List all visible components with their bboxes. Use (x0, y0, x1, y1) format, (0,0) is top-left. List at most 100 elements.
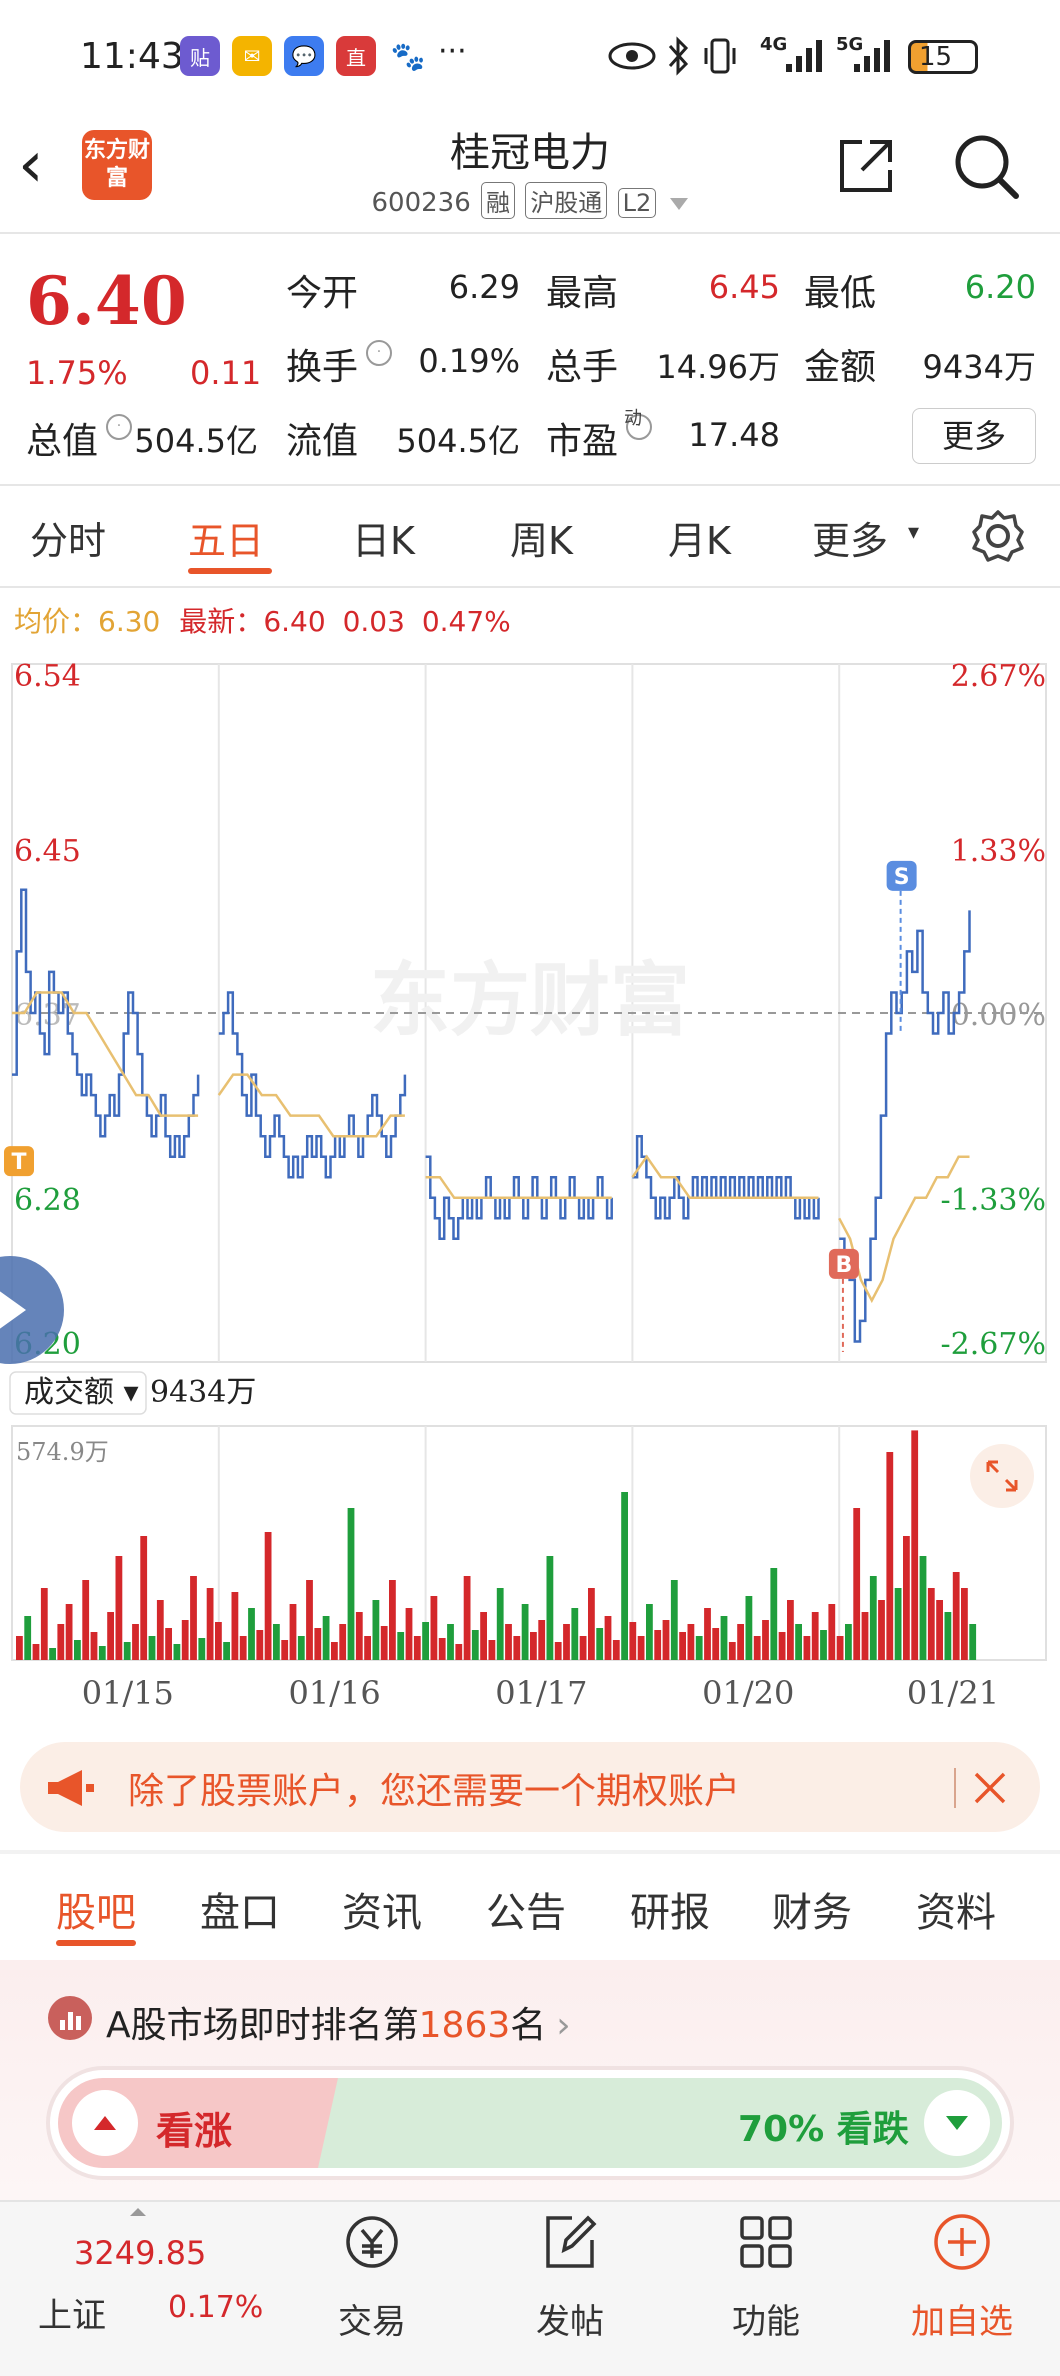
signal-4g-icon (786, 40, 822, 72)
quote-label: 今开 (286, 273, 359, 314)
close-icon[interactable] (972, 1770, 1008, 1806)
section-tab[interactable]: 盘口 (200, 1890, 280, 1936)
chevron-down-icon[interactable]: ▾ (908, 520, 920, 545)
pe-dynamic-sup: 动 (624, 408, 642, 429)
vote-down-button[interactable] (924, 2090, 990, 2156)
settings-gear-icon[interactable] (970, 508, 1026, 564)
volume-bar (538, 1620, 546, 1660)
search-icon[interactable] (950, 130, 1022, 202)
price-line (839, 910, 971, 1343)
chart-tab[interactable]: 日K (352, 519, 415, 563)
chart-tab[interactable]: 分时 (30, 519, 107, 563)
chevron-up-icon[interactable] (128, 2206, 148, 2218)
status-bar: 11:43 贴 ✉ 💬 直 🐾 ··· 4G 5G 15 (0, 0, 1060, 118)
volume-bar (712, 1628, 720, 1660)
section-tab[interactable]: 财务 (772, 1890, 852, 1936)
latest-percent: 0.47% (421, 605, 511, 638)
info-circle-icon[interactable]: · (626, 414, 652, 440)
index-value[interactable]: 3249.85 (74, 2234, 207, 2272)
volume-bar (322, 1616, 330, 1660)
section-tab[interactable]: 股吧 (56, 1890, 136, 1936)
nav-add-watchlist[interactable]: 加自选 (911, 2302, 1013, 2342)
back-button[interactable]: ‹ (18, 128, 44, 202)
chart-tab[interactable]: 更多 (812, 519, 889, 563)
index-percent[interactable]: 0.17% (168, 2290, 264, 2325)
banner-text: 除了股票账户，您还需要一个期权账户 (128, 1771, 741, 1812)
volume-bar (339, 1624, 347, 1660)
functions-grid-icon[interactable] (734, 2210, 798, 2274)
chart-tab[interactable]: 月K (668, 519, 731, 563)
section-tab[interactable]: 资料 (916, 1890, 996, 1936)
avg-price-label: 均价 (14, 605, 71, 638)
volume-bar (762, 1620, 769, 1660)
section-tab[interactable]: 研报 (630, 1890, 710, 1936)
index-name[interactable]: 上证 (38, 2296, 106, 2336)
volume-total: 9434万 (150, 1375, 256, 1410)
volume-bar (496, 1588, 504, 1660)
nav-trade[interactable]: 交易 (338, 2302, 406, 2342)
quote-value: 9434万 (922, 348, 1036, 386)
y-tick-left: 6.37 (14, 998, 81, 1033)
volume-bar (927, 1588, 935, 1660)
volume-bar (513, 1636, 521, 1660)
quote-value: 6.20 (964, 268, 1036, 306)
volume-bar (936, 1600, 943, 1660)
volume-bar (737, 1624, 744, 1660)
trade-marker-label: B (836, 1253, 853, 1278)
ranking-text[interactable]: A股市场即时排名第1863名 › (106, 2005, 571, 2046)
avg-price-value: 6.30 (98, 605, 161, 638)
price-line (12, 888, 200, 1158)
chevron-down-icon[interactable] (670, 197, 689, 210)
options-account-banner[interactable] (20, 1742, 1040, 1832)
volume-bar (612, 1640, 620, 1660)
volume-bar (588, 1588, 595, 1660)
y-tick-right: 0.00% (951, 998, 1046, 1033)
eye-icon (608, 42, 656, 70)
volume-bar (372, 1600, 380, 1660)
volume-bar (115, 1556, 123, 1660)
volume-bar (720, 1616, 728, 1660)
chart-tab[interactable]: 周K (510, 519, 573, 563)
info-circle-icon[interactable]: · (366, 340, 392, 366)
quote-label: 最低 (804, 273, 877, 314)
nav-functions[interactable]: 功能 (732, 2302, 800, 2342)
add-watchlist-icon[interactable] (930, 2210, 994, 2274)
latest-change: 0.03 (342, 605, 405, 638)
vibrate-icon (704, 38, 736, 74)
vote-down-segment[interactable] (318, 2078, 1002, 2168)
battery-level: 15 (919, 42, 953, 72)
network-4g-label: 4G (760, 34, 788, 55)
nav-post[interactable]: 发帖 (536, 2302, 604, 2342)
volume-bar (389, 1580, 396, 1660)
share-icon[interactable] (836, 136, 896, 196)
volume-bar (190, 1576, 197, 1660)
volume-bar (803, 1636, 811, 1660)
more-quote-button[interactable]: 更多 (912, 408, 1036, 464)
quote-value: 0.19% (418, 342, 520, 380)
five-day-price-chart[interactable]: 东方财富 6.54 2.67% 6.45 1.33% 6.37 0.00% 6.28 -1.33… (0, 648, 1060, 1708)
volume-bar (695, 1636, 703, 1660)
section-tab[interactable]: 公告 (486, 1890, 566, 1936)
volume-bar (16, 1636, 23, 1660)
compose-post-icon[interactable] (538, 2210, 602, 2274)
vote-up-button[interactable] (72, 2090, 138, 2156)
volume-bar (853, 1508, 861, 1660)
volume-bar (546, 1556, 554, 1660)
x-tick-label: 01/21 (907, 1674, 999, 1708)
ranking-number: 1863 (418, 2005, 511, 2046)
chart-tab[interactable]: 五日 (188, 519, 265, 563)
volume-bar (306, 1580, 313, 1660)
trade-marker-t (4, 1146, 34, 1177)
level2-tag: L2 (617, 188, 657, 218)
quote-label: 总值 (26, 421, 99, 462)
volume-bar (787, 1600, 794, 1660)
volume-bar (173, 1644, 181, 1660)
info-circle-icon[interactable]: · (106, 414, 132, 440)
volume-bar (132, 1624, 139, 1660)
volume-bar (206, 1588, 214, 1660)
volume-bar (728, 1642, 736, 1660)
section-tab[interactable]: 资讯 (342, 1890, 422, 1936)
volume-bar (248, 1608, 255, 1660)
trade-icon[interactable] (340, 2210, 404, 2274)
network-5g-label: 5G (836, 34, 864, 55)
